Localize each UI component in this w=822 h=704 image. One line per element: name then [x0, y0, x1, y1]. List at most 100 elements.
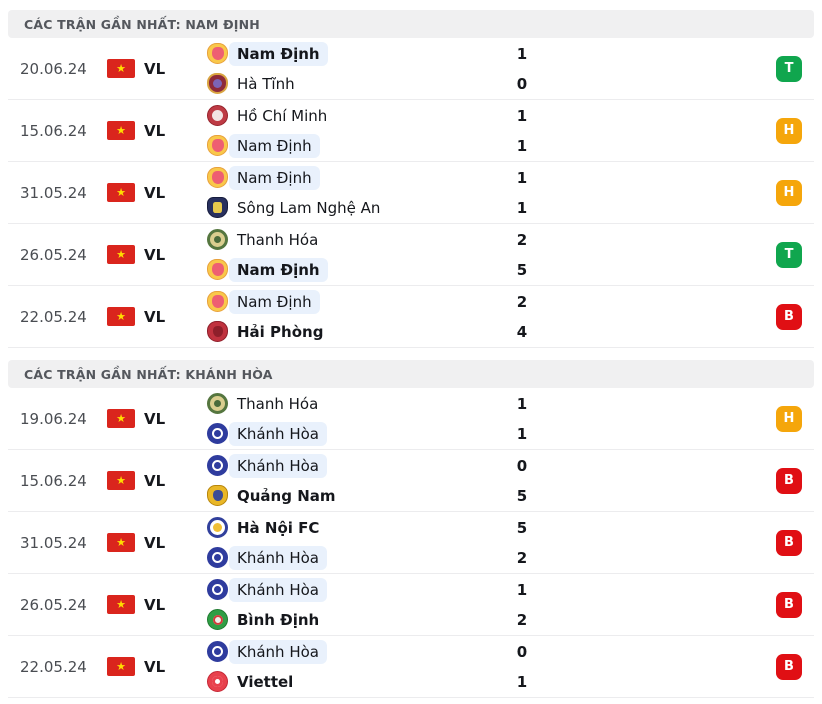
- teams-cell: Hà Nội FC 5 Khánh Hòa 2: [199, 513, 764, 573]
- vietnam-flag-icon: ★: [107, 471, 135, 490]
- team-score: 0: [516, 456, 528, 475]
- team-score: 5: [516, 486, 528, 505]
- section-title: CÁC TRẬN GẦN NHẤT: KHÁNH HÒA: [24, 366, 273, 382]
- competition-cell: ★ VL: [107, 307, 199, 326]
- team-score: 5: [516, 260, 528, 279]
- team-score: 1: [516, 44, 528, 63]
- team-name: Khánh Hòa: [229, 545, 327, 570]
- team-name: Sông Lam Nghệ An: [237, 198, 381, 217]
- team-name: Nam Định: [229, 165, 320, 190]
- competition-label: VL: [144, 307, 166, 326]
- match-date: 19.06.24: [20, 409, 87, 428]
- vietnam-flag-icon: ★: [107, 245, 135, 264]
- team-logo-icon: [207, 197, 228, 218]
- match-date: 15.06.24: [20, 471, 87, 490]
- home-team-line: Nam Định 1: [207, 163, 764, 193]
- team-name: Nam Định: [229, 41, 328, 66]
- team-score: 2: [516, 548, 528, 567]
- team-logo-icon: [207, 485, 228, 506]
- team-score: 0: [516, 642, 528, 661]
- away-team-line: Quảng Nam 5: [207, 481, 764, 511]
- competition-label: VL: [144, 245, 166, 264]
- team-name: Quảng Nam: [237, 486, 336, 505]
- team-logo-icon: [207, 609, 228, 630]
- result-badge: B: [776, 303, 802, 330]
- vietnam-flag-icon: ★: [107, 533, 135, 552]
- match-row[interactable]: 22.05.24 ★ VL Khánh Hòa 0 Viettel 1: [8, 636, 814, 698]
- section-nam-dinh: CÁC TRẬN GẦN NHẤT: NAM ĐỊNH 20.06.24 ★ V…: [8, 10, 814, 348]
- team-logo-icon: [207, 547, 228, 568]
- teams-cell: Nam Định 1 Sông Lam Nghệ An 1: [199, 163, 764, 223]
- team-name: Hải Phòng: [237, 322, 324, 341]
- teams-cell: Khánh Hòa 1 Bình Định 2: [199, 575, 764, 635]
- team-score: 1: [516, 672, 528, 691]
- away-team-line: Nam Định 1: [207, 131, 764, 161]
- team-logo-icon: [207, 291, 228, 312]
- match-date: 20.06.24: [20, 59, 87, 78]
- away-team-line: Khánh Hòa 2: [207, 543, 764, 573]
- competition-cell: ★ VL: [107, 59, 199, 78]
- team-name: Hà Tĩnh: [237, 74, 295, 93]
- match-date: 31.05.24: [20, 533, 87, 552]
- competition-label: VL: [144, 595, 166, 614]
- home-team-line: Khánh Hòa 0: [207, 637, 764, 667]
- team-logo-icon: [207, 135, 228, 156]
- team-name: Khánh Hòa: [229, 453, 327, 478]
- home-team-line: Thanh Hóa 1: [207, 389, 764, 419]
- team-logo-icon: [207, 455, 228, 476]
- team-score: 1: [516, 168, 528, 187]
- teams-cell: Thanh Hóa 1 Khánh Hòa 1: [199, 389, 764, 449]
- match-row[interactable]: 15.06.24 ★ VL Hồ Chí Minh 1 Nam Định 1: [8, 100, 814, 162]
- competition-label: VL: [144, 183, 166, 202]
- competition-label: VL: [144, 409, 166, 428]
- team-logo-icon: [207, 229, 228, 250]
- competition-cell: ★ VL: [107, 183, 199, 202]
- match-row[interactable]: 19.06.24 ★ VL Thanh Hóa 1 Khánh Hòa 1: [8, 388, 814, 450]
- teams-cell: Khánh Hòa 0 Viettel 1: [199, 637, 764, 697]
- team-score: 5: [516, 518, 528, 537]
- team-score: 2: [516, 610, 528, 629]
- teams-cell: Khánh Hòa 0 Quảng Nam 5: [199, 451, 764, 511]
- team-score: 1: [516, 424, 528, 443]
- team-logo-icon: [207, 105, 228, 126]
- match-row[interactable]: 15.06.24 ★ VL Khánh Hòa 0 Quảng Nam 5: [8, 450, 814, 512]
- match-date: 26.05.24: [20, 595, 87, 614]
- competition-label: VL: [144, 657, 166, 676]
- team-logo-icon: [207, 671, 228, 692]
- result-badge: B: [776, 591, 802, 618]
- team-name: Nam Định: [229, 133, 320, 158]
- competition-label: VL: [144, 533, 166, 552]
- competition-cell: ★ VL: [107, 657, 199, 676]
- team-logo-icon: [207, 259, 228, 280]
- competition-cell: ★ VL: [107, 595, 199, 614]
- competition-cell: ★ VL: [107, 409, 199, 428]
- team-name: Thanh Hóa: [237, 230, 319, 249]
- match-row[interactable]: 31.05.24 ★ VL Hà Nội FC 5 Khánh Hòa 2: [8, 512, 814, 574]
- home-team-line: Khánh Hòa 1: [207, 575, 764, 605]
- result-badge: B: [776, 467, 802, 494]
- team-score: 1: [516, 394, 528, 413]
- match-row[interactable]: 26.05.24 ★ VL Thanh Hóa 2 Nam Định 5: [8, 224, 814, 286]
- section-title: CÁC TRẬN GẦN NHẤT: NAM ĐỊNH: [24, 16, 260, 32]
- match-row[interactable]: 26.05.24 ★ VL Khánh Hòa 1 Bình Định 2: [8, 574, 814, 636]
- team-logo-icon: [207, 423, 228, 444]
- match-row[interactable]: 31.05.24 ★ VL Nam Định 1 Sông Lam Nghệ A…: [8, 162, 814, 224]
- teams-cell: Nam Định 1 Hà Tĩnh 0: [199, 39, 764, 99]
- team-name: Thanh Hóa: [237, 394, 319, 413]
- result-badge: T: [776, 55, 802, 82]
- team-score: 1: [516, 198, 528, 217]
- team-name: Hồ Chí Minh: [237, 106, 328, 125]
- team-name: Khánh Hòa: [229, 577, 327, 602]
- home-team-line: Hà Nội FC 5: [207, 513, 764, 543]
- team-score: 4: [516, 322, 528, 341]
- match-row[interactable]: 22.05.24 ★ VL Nam Định 2 Hải Phòng 4: [8, 286, 814, 348]
- result-badge: B: [776, 529, 802, 556]
- away-team-line: Hà Tĩnh 0: [207, 69, 764, 99]
- team-logo-icon: [207, 73, 228, 94]
- match-row[interactable]: 20.06.24 ★ VL Nam Định 1 Hà Tĩnh 0: [8, 38, 814, 100]
- competition-cell: ★ VL: [107, 471, 199, 490]
- teams-cell: Nam Định 2 Hải Phòng 4: [199, 287, 764, 347]
- result-badge: B: [776, 653, 802, 680]
- away-team-line: Hải Phòng 4: [207, 317, 764, 347]
- competition-cell: ★ VL: [107, 533, 199, 552]
